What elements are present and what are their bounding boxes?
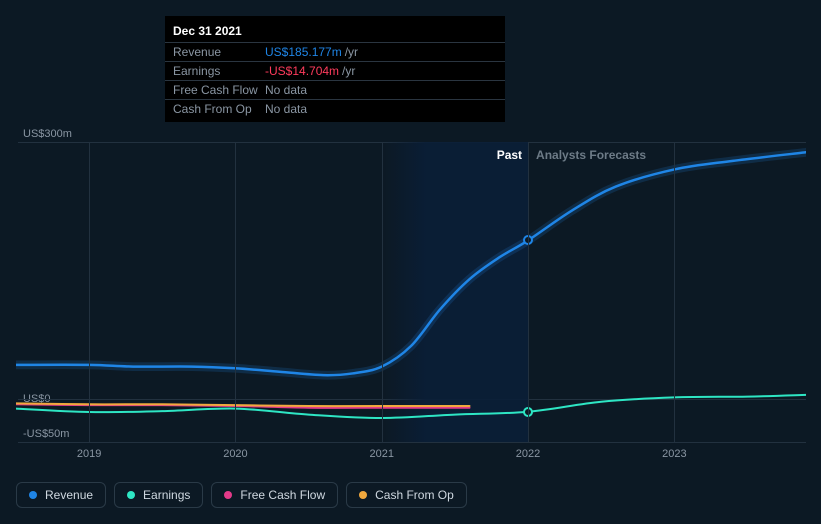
tooltip-value: US$185.177m	[265, 45, 342, 59]
legend-item[interactable]: Free Cash Flow	[211, 482, 338, 508]
x-axis-tick: 2022	[516, 448, 540, 460]
tooltip-row: Earnings-US$14.704m/yr	[165, 61, 505, 80]
x-divider	[382, 142, 383, 442]
tooltip-suffix: /yr	[342, 64, 355, 78]
legend-dot-icon	[29, 491, 37, 499]
x-axis-tick: 2020	[223, 448, 247, 460]
legend-dot-icon	[224, 491, 232, 499]
legend-label: Free Cash Flow	[240, 488, 325, 502]
legend-item[interactable]: Revenue	[16, 482, 106, 508]
x-axis-tick: 2023	[662, 448, 686, 460]
tooltip-label: Revenue	[173, 45, 265, 59]
x-divider	[528, 142, 529, 442]
tooltip-value: No data	[265, 102, 307, 116]
y-axis-label: US$300m	[23, 128, 72, 140]
gridline	[18, 442, 806, 443]
tooltip-value: -US$14.704m	[265, 64, 339, 78]
chart-area: US$300mUS$0-US$50m Past Analysts Forecas…	[16, 142, 806, 442]
legend-item[interactable]: Cash From Op	[346, 482, 467, 508]
tooltip-label: Cash From Op	[173, 102, 265, 116]
x-axis-tick: 2019	[77, 448, 101, 460]
tooltip-label: Earnings	[173, 64, 265, 78]
legend-dot-icon	[127, 491, 135, 499]
tooltip-suffix: /yr	[345, 45, 358, 59]
tooltip-row: RevenueUS$185.177m/yr	[165, 42, 505, 61]
x-divider	[674, 142, 675, 442]
legend-label: Earnings	[143, 488, 190, 502]
legend-label: Cash From Op	[375, 488, 454, 502]
hover-tooltip: Dec 31 2021 RevenueUS$185.177m/yrEarning…	[165, 16, 505, 122]
chart-svg	[16, 142, 806, 442]
x-divider	[89, 142, 90, 442]
tooltip-value: No data	[265, 83, 307, 97]
x-axis-tick: 2021	[369, 448, 393, 460]
tooltip-row: Cash From OpNo data	[165, 99, 505, 118]
tooltip-date: Dec 31 2021	[165, 20, 505, 42]
legend: Revenue Earnings Free Cash Flow Cash From O…	[16, 482, 467, 508]
x-divider	[235, 142, 236, 442]
legend-label: Revenue	[45, 488, 93, 502]
legend-dot-icon	[359, 491, 367, 499]
tooltip-label: Free Cash Flow	[173, 83, 265, 97]
legend-item[interactable]: Earnings	[114, 482, 203, 508]
tooltip-row: Free Cash FlowNo data	[165, 80, 505, 99]
